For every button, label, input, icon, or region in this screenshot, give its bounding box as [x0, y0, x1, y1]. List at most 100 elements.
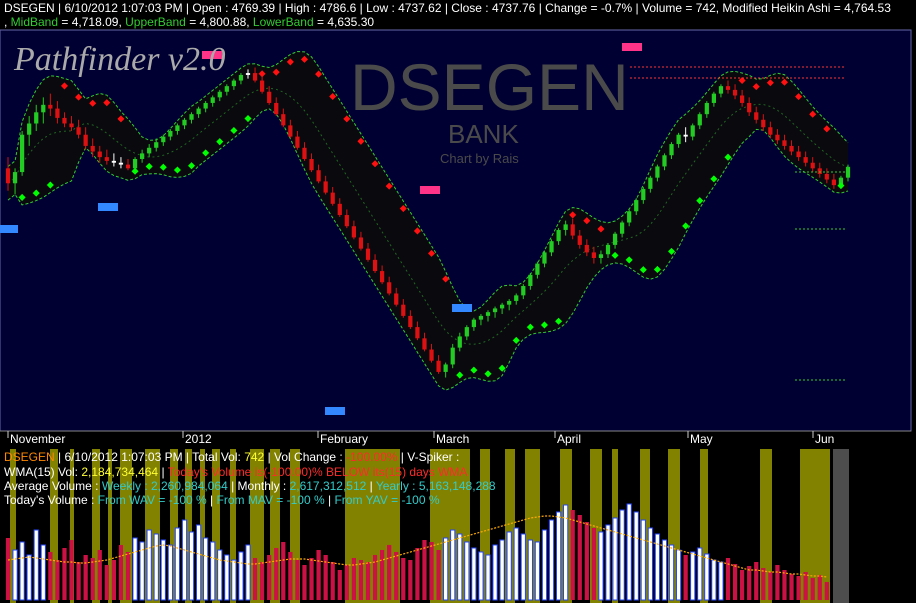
volume-zone: [270, 449, 280, 603]
volume-bar-down: [55, 560, 60, 600]
volume-bar-up: [506, 531, 512, 601]
watermark-logo: Pathfinder v2.0: [13, 41, 226, 78]
candle-body: [690, 125, 695, 137]
volume-zone: [92, 449, 100, 603]
vol-from-wav: From WAV = -100 %: [97, 493, 207, 507]
trend-dot-up: [555, 317, 563, 325]
vol-monthly-label: Monthly :: [237, 479, 287, 493]
trend-dot-up: [498, 364, 506, 372]
candlesticks: [5, 67, 851, 378]
band-fill: [8, 51, 848, 391]
candle-body: [83, 134, 88, 146]
volume-header-line1: DSEGEN | 6/10/2012 1:07:03 PM | Total Vo…: [4, 450, 459, 464]
candle-body: [281, 114, 286, 126]
header-upperband-label: UpperBand: [125, 15, 186, 29]
trend-dot-up: [512, 336, 520, 344]
candle-body: [351, 226, 356, 238]
candle-body: [732, 89, 738, 96]
volume-zone: [212, 449, 220, 603]
volume-bar-down: [302, 565, 307, 600]
header-low: Low : 4737.62: [366, 1, 442, 15]
volume-bar-up: [160, 539, 166, 601]
volume-bar-up: [443, 537, 449, 601]
trend-dot-up: [187, 162, 196, 170]
trend-dot-up: [540, 321, 549, 329]
volume-bar-up: [697, 547, 703, 601]
volume-bar-up: [654, 533, 661, 601]
trend-dot-down: [272, 68, 280, 76]
volume-bar-down: [725, 558, 731, 600]
volume-bar-up: [612, 517, 618, 601]
volume-bar-up: [132, 537, 138, 601]
candle-body: [803, 157, 808, 163]
candle-body: [761, 119, 766, 128]
trend-dot-up: [46, 181, 54, 189]
candle-body: [76, 127, 81, 135]
volume-bar-down: [97, 550, 102, 600]
vol-change-value: -100.00%: [346, 450, 398, 464]
vol-weekly-label: Weekly :: [101, 479, 148, 493]
volume-bar-down: [754, 562, 759, 600]
volume-bar-down: [62, 548, 67, 600]
volume-bar-down: [260, 562, 265, 600]
vol-wma-alert: Today's Volume is(-100.00)% BELOW its(15…: [167, 465, 468, 479]
candle-body: [556, 229, 561, 242]
vol-datetime: 6/10/2012 1:07:03 PM: [64, 450, 183, 464]
header-symbol: DSEGEN: [4, 1, 55, 15]
volume-bar-down: [118, 545, 124, 600]
volume-bar-up: [718, 561, 724, 601]
candle-body: [132, 158, 138, 169]
volume-bar-up: [464, 541, 470, 601]
signal-boxes: [0, 43, 642, 415]
volume-bar-down: [584, 522, 589, 600]
header-midband-label: MidBand: [10, 15, 59, 29]
trend-dot-up: [625, 256, 633, 264]
volume-bar-up: [167, 544, 173, 601]
volume-bar-down: [824, 582, 829, 600]
candle-body: [831, 179, 836, 186]
trend-dot-down: [427, 249, 436, 257]
candle-body: [810, 162, 815, 169]
vol-sep: |: [54, 450, 65, 464]
candle-body: [775, 134, 780, 141]
volume-zone: [505, 449, 515, 603]
header-sep: ,: [246, 15, 253, 29]
candle-body: [485, 312, 491, 316]
trend-dot-down: [103, 99, 111, 107]
volume-bar-up: [478, 551, 484, 601]
trend-dot-up: [696, 197, 704, 205]
volume-bar-down: [252, 558, 258, 600]
header-sep: |: [275, 1, 285, 15]
volume-bar-down: [591, 528, 596, 600]
candle-body: [104, 157, 109, 161]
candle-body: [161, 136, 166, 143]
volume-zone: [200, 449, 205, 603]
candle-body: [210, 97, 215, 103]
candle-body: [5, 168, 11, 184]
candle-body: [789, 145, 794, 152]
volume-bar-down: [380, 550, 385, 600]
volume-bar-up: [626, 503, 632, 601]
volume-bar-up: [203, 537, 209, 601]
watermark-credit: Chart by Rais: [440, 151, 519, 166]
trend-dot-up: [173, 166, 181, 174]
trend-dot-down: [413, 227, 421, 235]
watermark-subtitle: BANK: [448, 119, 519, 149]
bollinger-bands: [7, 50, 849, 391]
vol-monthly-value: 2,617,312,512: [289, 479, 367, 493]
header-sep: |: [632, 1, 643, 15]
x-axis-label: Jun: [815, 432, 834, 446]
volume-bar-down: [90, 558, 95, 600]
trend-dot-up: [724, 153, 732, 161]
candle-body: [500, 304, 505, 309]
candle-body: [443, 364, 448, 372]
volume-zone: [108, 449, 112, 603]
volume-bar-down: [394, 552, 399, 600]
volume-bar-down: [429, 542, 434, 600]
x-axis: November 2012 February March April May Jun: [7, 431, 834, 446]
trend-dot-down: [75, 93, 83, 101]
trend-dot-down: [89, 99, 97, 107]
volume-bar-up: [605, 524, 611, 601]
candle-body: [118, 162, 124, 165]
candle-body: [570, 224, 575, 236]
